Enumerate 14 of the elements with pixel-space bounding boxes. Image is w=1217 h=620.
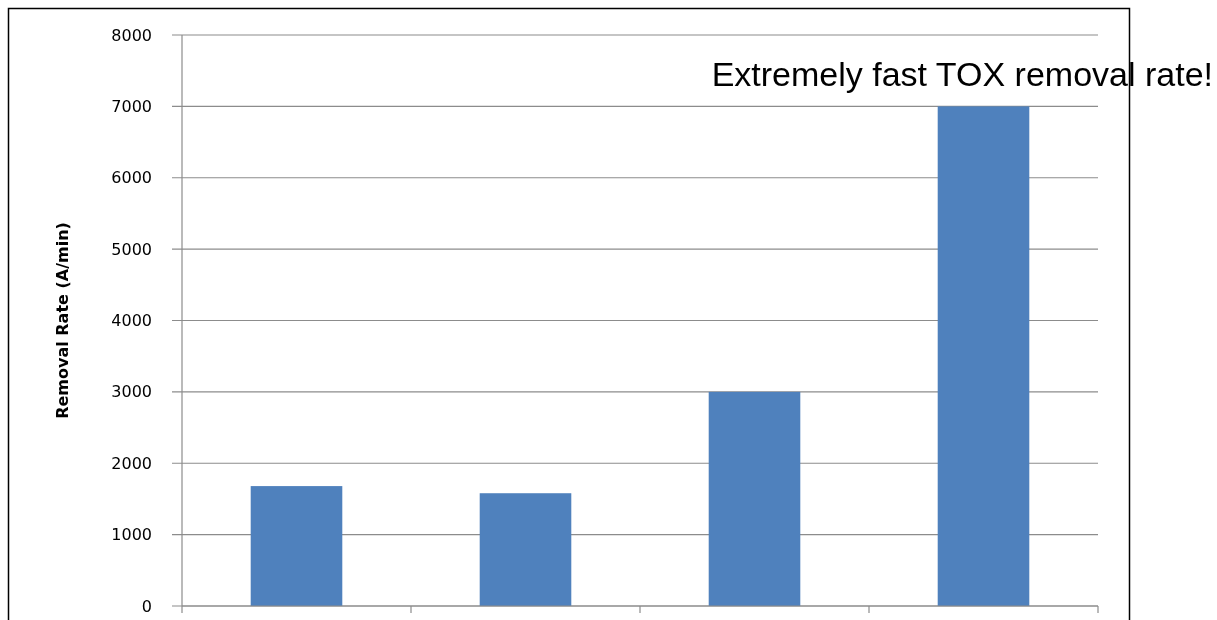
y-tick-label: 1000 [111, 525, 152, 545]
y-tick-label: 2000 [111, 453, 152, 473]
bar [937, 106, 1030, 606]
bar [708, 391, 801, 606]
y-tick-label: 3000 [111, 382, 152, 402]
bar [250, 486, 343, 606]
y-tick-label: 7000 [111, 96, 152, 116]
bar [479, 493, 572, 606]
y-tick-label: 8000 [111, 25, 152, 45]
y-axis-title: Removal Rate (A/min) [53, 222, 72, 419]
y-tick-label: 0 [141, 596, 152, 616]
y-tick-label: 5000 [111, 239, 152, 259]
y-tick-label: 6000 [111, 168, 152, 188]
y-tick-label: 4000 [111, 311, 152, 331]
